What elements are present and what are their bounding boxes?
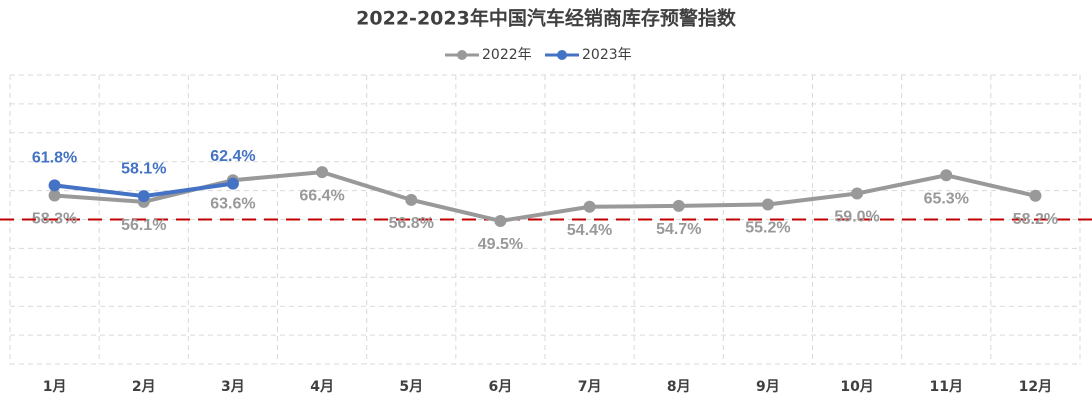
point: [1029, 189, 1042, 202]
x-tick-label: 8月: [667, 379, 691, 395]
x-tick-label: 7月: [578, 379, 602, 395]
legend-label: 2022年: [482, 47, 532, 63]
x-tick-label: 3月: [221, 379, 245, 395]
value-label: 58.3%: [32, 211, 77, 228]
value-label: 54.7%: [656, 221, 701, 238]
x-tick-label: 4月: [310, 379, 334, 395]
point: [583, 200, 596, 213]
point: [761, 198, 774, 211]
value-label: 58.1%: [121, 160, 166, 177]
point: [316, 166, 329, 179]
point: [851, 187, 864, 200]
point: [672, 199, 685, 212]
value-label: 56.8%: [389, 215, 434, 232]
value-label: 66.4%: [299, 187, 344, 204]
value-label: 58.2%: [1013, 211, 1058, 228]
chart-title: 2022-2023年中国汽车经销商库存预警指数: [356, 7, 737, 30]
value-label: 49.5%: [478, 236, 523, 253]
value-label: 54.4%: [567, 222, 612, 239]
value-label: 62.4%: [210, 148, 255, 165]
point: [494, 214, 507, 227]
value-label: 59.0%: [834, 209, 879, 226]
x-tick-label: 5月: [399, 379, 423, 395]
value-label: 61.8%: [32, 150, 77, 167]
x-tick-label: 10月: [840, 379, 873, 395]
x-tick-label: 2月: [132, 379, 156, 395]
legend-marker: [557, 50, 567, 60]
x-tick-label: 1月: [43, 379, 67, 395]
point: [48, 179, 61, 192]
x-tick-label: 6月: [489, 379, 513, 395]
value-label: 63.6%: [210, 195, 255, 212]
point: [137, 190, 150, 203]
x-tick-label: 11月: [930, 379, 963, 395]
value-label: 56.1%: [121, 217, 166, 234]
x-tick-label: 12月: [1019, 379, 1052, 395]
legend-marker: [457, 50, 467, 60]
point: [48, 189, 61, 202]
value-label: 65.3%: [924, 191, 969, 208]
legend-label: 2023年: [582, 47, 632, 63]
point: [226, 177, 239, 190]
value-label: 55.2%: [745, 220, 790, 237]
x-tick-label: 9月: [756, 379, 780, 395]
point: [940, 169, 953, 182]
point: [405, 193, 418, 206]
